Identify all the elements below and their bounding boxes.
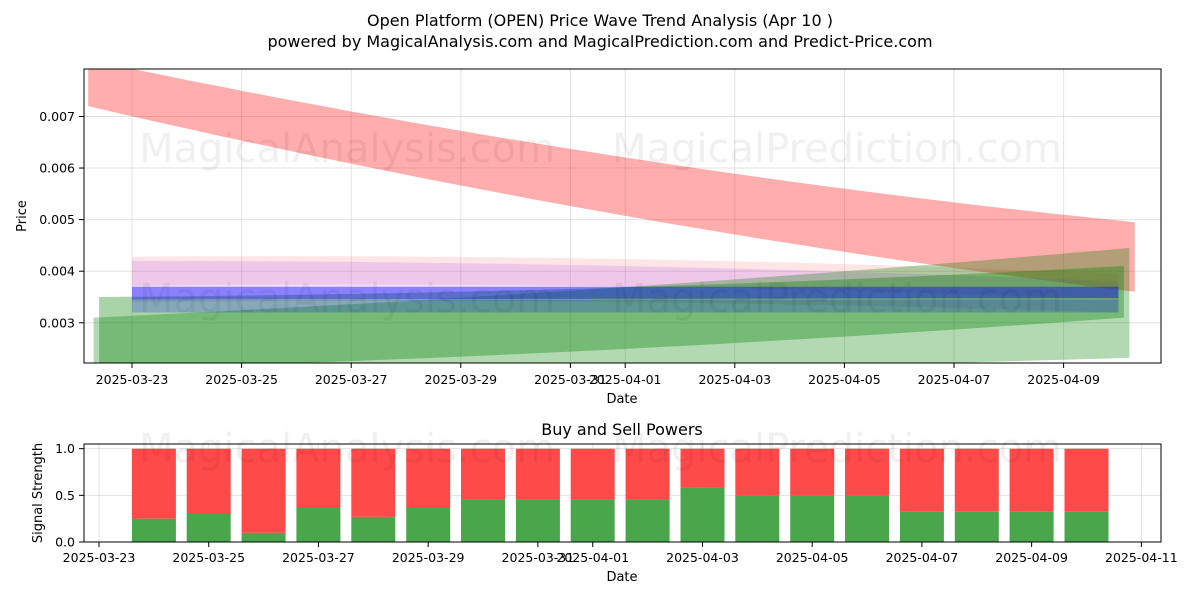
buy-bar: [296, 507, 341, 542]
powers-x-tick-label: 2025-04-03: [666, 550, 739, 565]
sell-bar: [680, 448, 725, 488]
sell-bar: [735, 448, 780, 496]
powers-y-tick-label: 1.0: [55, 441, 75, 456]
powers-x-tick-label: 2025-04-11: [1105, 550, 1178, 565]
buy-bar: [241, 532, 286, 542]
powers-plot-frame: [83, 443, 1162, 543]
sell-bar: [570, 448, 615, 500]
buy-bar: [625, 499, 670, 542]
powers-x-tick-label: 2025-03-23: [63, 550, 136, 565]
sell-bar: [406, 448, 451, 508]
buy-bar: [735, 495, 780, 542]
buy-bar: [954, 511, 999, 542]
buy-bar: [790, 495, 835, 542]
watermark-right-bottom: MagicalPrediction.com: [612, 426, 1062, 472]
price-x-tick-label: 2025-03-23: [96, 372, 169, 387]
price-x-tick-label: 2025-03-31: [534, 372, 607, 387]
price-wave-bands: [88, 69, 1135, 363]
watermark-left-bottom: MagicalAnalysis.com: [139, 426, 555, 472]
buy-bar: [1064, 511, 1109, 542]
powers-x-tick-label: 2025-04-01: [556, 550, 629, 565]
chart-title-line2: powered by MagicalAnalysis.com and Magic…: [267, 32, 932, 51]
powers-x-tick-label: 2025-03-27: [282, 550, 355, 565]
price-x-axis-title: Date: [606, 392, 637, 407]
sell-bar: [954, 448, 999, 512]
powers-y-tick-label: 0.0: [55, 535, 75, 550]
watermark-right-mid: MagicalPrediction.com: [612, 276, 1062, 322]
buy-bar: [131, 518, 176, 542]
chart-title-line1: Open Platform (OPEN) Price Wave Trend An…: [367, 11, 833, 30]
buy-bar: [845, 495, 889, 542]
powers-title: Buy and Sell Powers: [541, 420, 703, 439]
price-x-tick-label: 2025-04-01: [589, 372, 662, 387]
powers-x-tick-label: 2025-03-25: [172, 550, 245, 565]
buy-bar: [351, 516, 396, 542]
powers-y-tick-label: 0.5: [55, 488, 75, 503]
price-band-blue-wave-base: [132, 299, 1119, 313]
powers-y-axis-title: Signal Strength: [31, 443, 46, 543]
price-x-ticks: 2025-03-23 2025-03-25 2025-03-27 2025-03-29…: [96, 363, 1100, 387]
powers-x-tick-label: 2025-03-29: [392, 550, 465, 565]
price-x-tick-label: 2025-04-09: [1027, 372, 1100, 387]
sell-bar: [790, 448, 835, 496]
sell-bar: [296, 448, 341, 508]
powers-plot: Buy and Sell Powers MagicalAnalysis.com …: [31, 420, 1178, 585]
price-y-tick-label: 0.003: [39, 315, 75, 330]
price-y-tick-label: 0.004: [39, 264, 75, 279]
sell-bar: [241, 448, 286, 533]
price-x-tick-label: 2025-04-07: [918, 372, 991, 387]
sell-bar: [1009, 448, 1054, 512]
powers-x-ticks: 2025-03-23 2025-03-25 2025-03-27 2025-03-29…: [63, 542, 1178, 565]
price-x-tick-label: 2025-03-27: [315, 372, 388, 387]
price-y-tick-label: 0.006: [39, 161, 75, 176]
powers-bars: [131, 448, 1109, 542]
price-band-purple-wave: [132, 260, 1119, 313]
price-plot: MagicalAnalysis.com MagicalPrediction.co…: [15, 68, 1162, 407]
price-y-tick-label: 0.005: [39, 212, 75, 227]
buy-bar: [406, 507, 451, 542]
powers-x-axis-title: Date: [606, 570, 637, 585]
price-y-axis-title: Price: [15, 200, 30, 232]
sell-bar: [461, 448, 505, 500]
buy-bar: [461, 499, 505, 542]
buy-bar: [570, 499, 615, 542]
price-x-tick-label: 2025-03-25: [205, 372, 278, 387]
watermark-right-top: MagicalPrediction.com: [612, 126, 1062, 172]
buy-bar: [515, 499, 560, 542]
powers-y-ticks: 0.0 0.5 1.0: [55, 441, 84, 550]
price-band-red-wave-main: [88, 69, 1135, 292]
price-y-ticks: 0.003 0.004 0.005 0.006 0.007: [39, 109, 84, 330]
price-band-green-wave-low: [93, 248, 1130, 363]
price-band-blue-wave-band: [132, 286, 1119, 300]
sell-bar: [845, 448, 889, 496]
price-plot-frame: [83, 68, 1162, 364]
sell-bar: [899, 448, 944, 512]
price-band-red-wave-faint: [132, 256, 1119, 300]
watermark-left-mid: MagicalAnalysis.com: [139, 276, 555, 322]
sell-bar: [625, 448, 670, 500]
price-x-tick-label: 2025-03-29: [424, 372, 497, 387]
price-band-green-wave-high: [99, 266, 1124, 363]
sell-bar: [515, 448, 560, 500]
powers-x-tick-label: 2025-04-09: [995, 550, 1068, 565]
sell-bar: [351, 448, 396, 517]
sell-bar: [186, 448, 231, 514]
price-y-tick-label: 0.007: [39, 109, 75, 124]
powers-x-tick-label: 2025-03-31: [502, 550, 575, 565]
powers-x-tick-label: 2025-04-05: [776, 550, 849, 565]
powers-x-tick-label: 2025-04-07: [886, 550, 959, 565]
watermark-left-top: MagicalAnalysis.com: [139, 126, 555, 172]
buy-bar: [186, 514, 231, 542]
price-x-tick-label: 2025-04-03: [698, 372, 771, 387]
buy-bar: [1009, 511, 1054, 542]
sell-bar: [1064, 448, 1109, 512]
buy-bar: [680, 487, 725, 542]
price-gridlines: [84, 69, 1161, 363]
buy-bar: [899, 511, 944, 542]
sell-bar: [131, 448, 176, 519]
price-x-tick-label: 2025-04-05: [808, 372, 881, 387]
